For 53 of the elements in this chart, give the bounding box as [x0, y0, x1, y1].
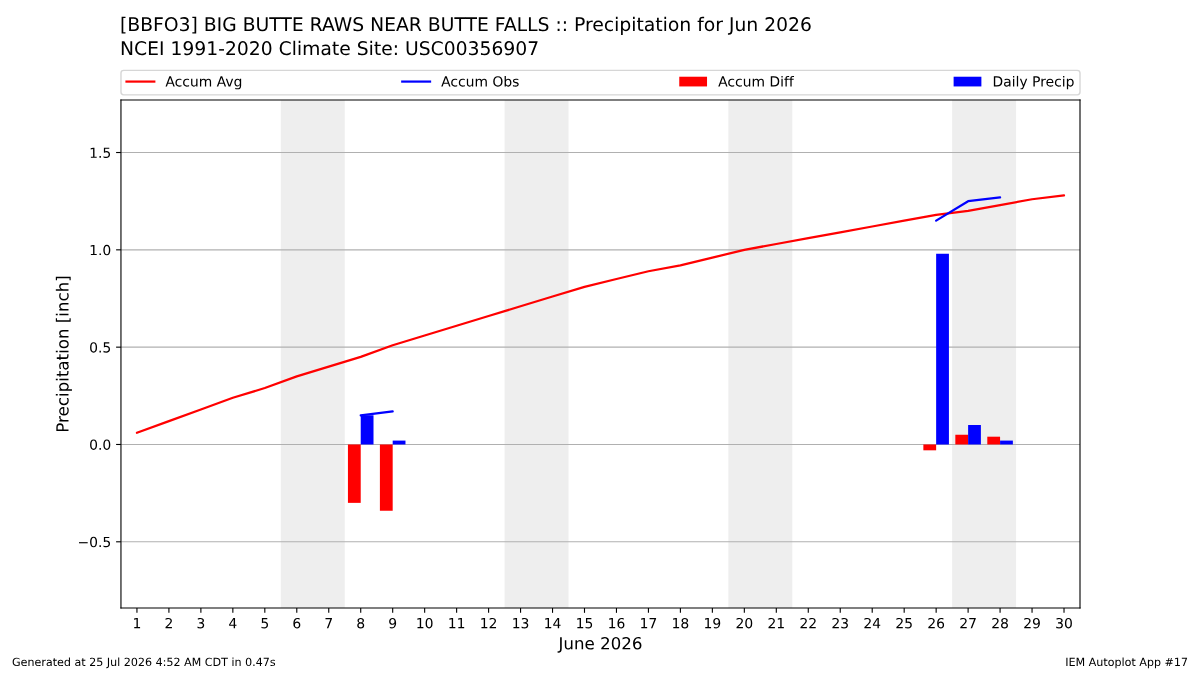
x-tick-label: 14	[545, 618, 561, 629]
x-tick-label: 13	[513, 617, 529, 629]
y-tick-label: −0.5	[78, 536, 111, 548]
x-tick-label: 5	[261, 618, 269, 629]
y-tick-label: 1.5	[90, 147, 111, 158]
text: Generated at 25 Jul 2026 4:52 AM CDT in 0.47s	[12, 657, 276, 669]
x-tick-label: 4	[229, 618, 237, 629]
legend-label: Daily Precip	[993, 75, 1074, 90]
x-tick-label: 28	[992, 617, 1008, 629]
x-tick-label: 20	[736, 617, 753, 629]
x-tick-label: 1	[134, 618, 141, 629]
x-tick-label: 26	[928, 617, 945, 629]
x-tick-label: 9	[389, 617, 397, 629]
text: IEM Autoplot App #17	[1066, 657, 1188, 669]
line-series	[135, 194, 1066, 434]
x-tick-label: 30	[1056, 617, 1072, 629]
y-axis-title: Precipitation [inch]	[55, 276, 72, 432]
x-tick-label: 11	[449, 618, 465, 629]
x-tick-label: 23	[832, 617, 848, 629]
legend-label: Accum Diff	[718, 75, 795, 87]
x-tick-label: 8	[357, 617, 365, 629]
x-tick-label: 10	[417, 617, 433, 629]
x-tick-label: 18	[673, 617, 689, 629]
legend-label: Accum Obs	[441, 75, 519, 87]
x-tick-label: 7	[325, 618, 332, 629]
x-tick-label: 6	[293, 617, 301, 629]
x-tick-label: 2	[165, 617, 172, 629]
x-tick-label: 15	[577, 618, 593, 629]
y-tick-label: 1.0	[90, 244, 111, 256]
bar	[936, 253, 949, 445]
x-tick-label: 16	[609, 617, 625, 629]
x-tick-label: 29	[1024, 617, 1040, 629]
x-tick-label: 22	[800, 617, 816, 629]
x-tick-label: 19	[705, 617, 721, 629]
bar	[347, 444, 361, 503]
bar	[955, 434, 969, 445]
x-tick-label: 21	[768, 617, 784, 629]
x-tick-label: 27	[960, 617, 976, 629]
x-tick-label: 3	[197, 617, 205, 629]
bar	[968, 425, 981, 445]
bar	[923, 444, 937, 451]
x-tick-label: 12	[481, 617, 497, 629]
y-tick-label: 0.5	[90, 342, 111, 353]
legend-label: Accum Avg	[165, 76, 242, 90]
x-axis-title: June 2026	[557, 636, 642, 653]
x-tick-label: 24	[864, 617, 881, 629]
x-tick-label: 17	[641, 618, 657, 629]
chart-subtitle: NCEI 1991-2020 Climate Site: USC00356907	[121, 40, 538, 56]
chart-title: [BBFO3] BIG BUTTE RAWS NEAR BUTTE FALLS :: Precipitation for Jun 2026	[121, 16, 811, 35]
x-tick-label: 25	[896, 617, 912, 629]
bar	[987, 436, 1001, 445]
bar	[379, 444, 393, 511]
y-tick-label: 0.0	[90, 439, 111, 450]
